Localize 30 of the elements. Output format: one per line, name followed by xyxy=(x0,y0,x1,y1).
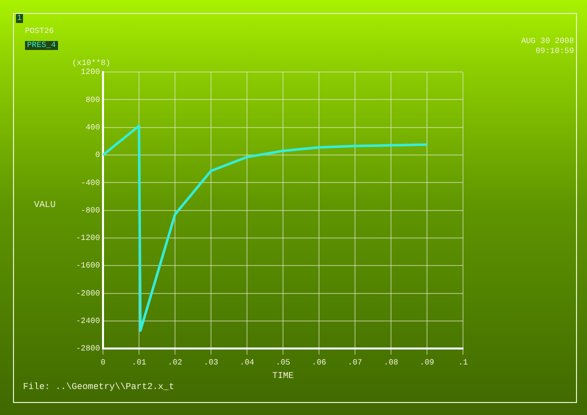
y-tick-label: 0 xyxy=(95,151,100,160)
y-tick-label: -800 xyxy=(80,206,100,216)
y-tick-label: -2400 xyxy=(76,317,100,326)
x-tick-label: .04 xyxy=(240,358,254,368)
y-tick-label: 1200 xyxy=(80,68,100,78)
text: 09:10:59 xyxy=(536,47,574,56)
x-tick-label: .08 xyxy=(384,358,398,368)
text: (x10**8) xyxy=(72,59,110,68)
y-tick-label: -1600 xyxy=(76,262,100,271)
x-axis-title: TIME xyxy=(272,370,294,381)
y-tick-label: -1200 xyxy=(76,234,100,244)
y-tick-label: -400 xyxy=(80,178,100,188)
text: POST26 xyxy=(25,27,54,36)
x-tick-label: .02 xyxy=(168,358,182,368)
x-tick-label: .03 xyxy=(204,358,218,368)
text: File: ..\Geometry\\Part2.x_t xyxy=(23,382,174,392)
x-tick-label: .09 xyxy=(420,358,434,368)
x-tick-label: .07 xyxy=(348,358,362,368)
x-tick-label: .01 xyxy=(132,358,146,368)
x-tick-label: .05 xyxy=(276,358,290,368)
y-tick-label: -2000 xyxy=(76,289,100,298)
text: AUG 30 2008 xyxy=(521,37,574,46)
text: PRES_4 xyxy=(25,41,58,50)
text: 1 xyxy=(16,14,23,23)
y-axis-title: VALU xyxy=(34,200,56,210)
x-tick-label: .06 xyxy=(312,358,326,368)
y-tick-label: -2800 xyxy=(76,344,100,354)
y-tick-label: 800 xyxy=(86,96,100,105)
x-tick-label: .1 xyxy=(458,358,468,368)
y-tick-label: 400 xyxy=(86,123,100,132)
